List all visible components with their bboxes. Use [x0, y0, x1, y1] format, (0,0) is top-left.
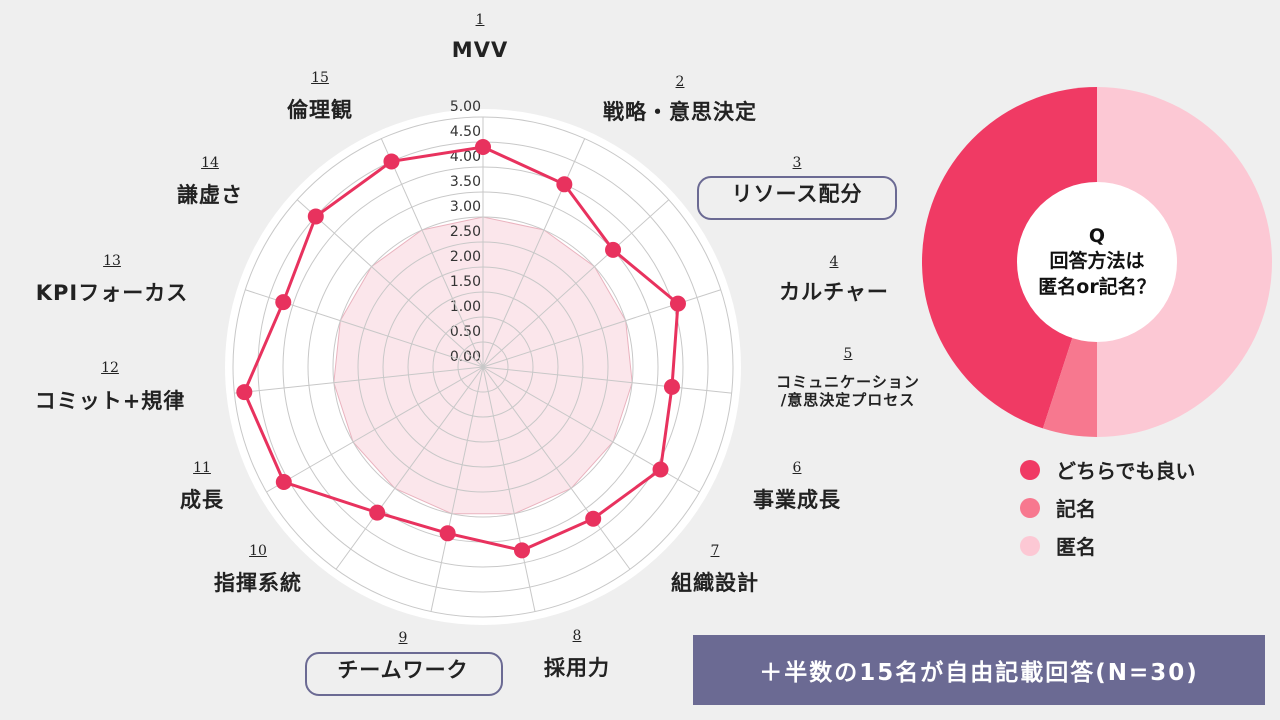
legend-label: どちらでも良い: [1056, 459, 1196, 483]
y-tick-label: 2.50: [450, 224, 481, 240]
spoke: [482, 366, 732, 394]
legend-item: 匿名: [1020, 531, 1096, 560]
spoke: [266, 366, 484, 493]
data-point: [663, 378, 680, 395]
data-point: [556, 176, 573, 193]
category-number: 3: [792, 155, 802, 171]
y-tick-label: 4.50: [450, 124, 481, 140]
spoke: [482, 366, 536, 612]
spoke: [234, 366, 484, 394]
category-number: 2: [675, 74, 685, 90]
spoke: [430, 366, 484, 612]
y-tick-label: 2.00: [450, 249, 481, 265]
spoke: [380, 138, 484, 368]
category-label: 指揮系統: [214, 571, 302, 595]
category-label: 組織設計: [671, 571, 759, 595]
spoke: [482, 366, 631, 570]
data-point: [275, 294, 292, 311]
category-number: 10: [249, 543, 267, 559]
legend-label: 匿名: [1056, 535, 1096, 559]
y-tick-label: 0.00: [450, 349, 481, 365]
data-point: [307, 208, 324, 225]
series-line: [242, 145, 680, 552]
y-tick-label: 0.50: [450, 324, 481, 340]
data-point: [652, 461, 669, 478]
category-label: 戦略・意思決定: [603, 100, 757, 124]
data-point: [383, 153, 400, 170]
data-point: [585, 510, 602, 527]
legend-item: 記名: [1020, 493, 1096, 522]
category-number: 4: [829, 254, 839, 270]
y-tick-label: 3.00: [450, 199, 481, 215]
spoke: [482, 138, 586, 368]
donut-title: Q 回答方法は 匿名or記名？: [1038, 224, 1156, 298]
legend-swatch: [1020, 459, 1040, 480]
category-number: 15: [311, 70, 329, 86]
category-number: 12: [101, 360, 119, 376]
category-label: 事業成長: [753, 488, 841, 512]
spoke: [296, 199, 484, 368]
category-number: 9: [398, 630, 408, 646]
data-point: [475, 139, 491, 155]
category-number: 1: [475, 12, 485, 28]
category-label: 成長: [180, 488, 224, 512]
category-label: KPIフォーカス: [35, 281, 189, 305]
category-label: コミット+規律: [34, 389, 186, 413]
y-tick-label: 1.50: [450, 274, 481, 290]
category-label: チームワーク: [337, 658, 469, 682]
donut-slice: [1097, 87, 1272, 437]
category-number: 5: [843, 346, 853, 362]
category-number: 11: [193, 460, 211, 476]
y-tick-label: 5.00: [450, 99, 481, 115]
category-label: 倫理観: [287, 98, 353, 122]
spoke: [482, 199, 670, 368]
data-point: [513, 542, 530, 559]
donut-slice: [921, 87, 1097, 429]
spoke: [335, 366, 484, 570]
data-point: [439, 525, 456, 542]
y-tick-label: 4.00: [450, 149, 481, 165]
legend-swatch: [1020, 497, 1040, 518]
category-number: 7: [710, 543, 720, 559]
category-number: 6: [792, 460, 802, 476]
category-number: 14: [201, 155, 219, 171]
note-banner: ＋半数の15名が自由記載回答(N=30): [693, 635, 1265, 705]
highlight-box: [305, 652, 503, 696]
category-label: カルチャー: [779, 280, 889, 304]
data-point: [236, 384, 253, 401]
category-number: 8: [572, 628, 582, 644]
highlight-box: [697, 176, 897, 220]
category-label: 採用力: [544, 656, 610, 680]
legend-swatch: [1020, 535, 1040, 556]
data-point: [605, 241, 622, 258]
donut-hole: [1017, 182, 1177, 342]
y-tick-label: 3.50: [450, 174, 481, 190]
data-point: [669, 295, 686, 312]
data-point: [275, 474, 292, 490]
category-label: リソース配分: [731, 182, 863, 206]
y-tick-label: 1.00: [450, 299, 481, 315]
category-label: 謙虚さ: [177, 183, 243, 207]
category-number: 13: [103, 253, 121, 269]
legend-item: どちらでも良い: [1020, 455, 1195, 484]
data-point: [369, 504, 386, 521]
legend-label: 記名: [1056, 497, 1096, 521]
category-label: MVV: [451, 38, 509, 62]
category-label: コミュニケーション /意思決定プロセス: [776, 373, 920, 409]
